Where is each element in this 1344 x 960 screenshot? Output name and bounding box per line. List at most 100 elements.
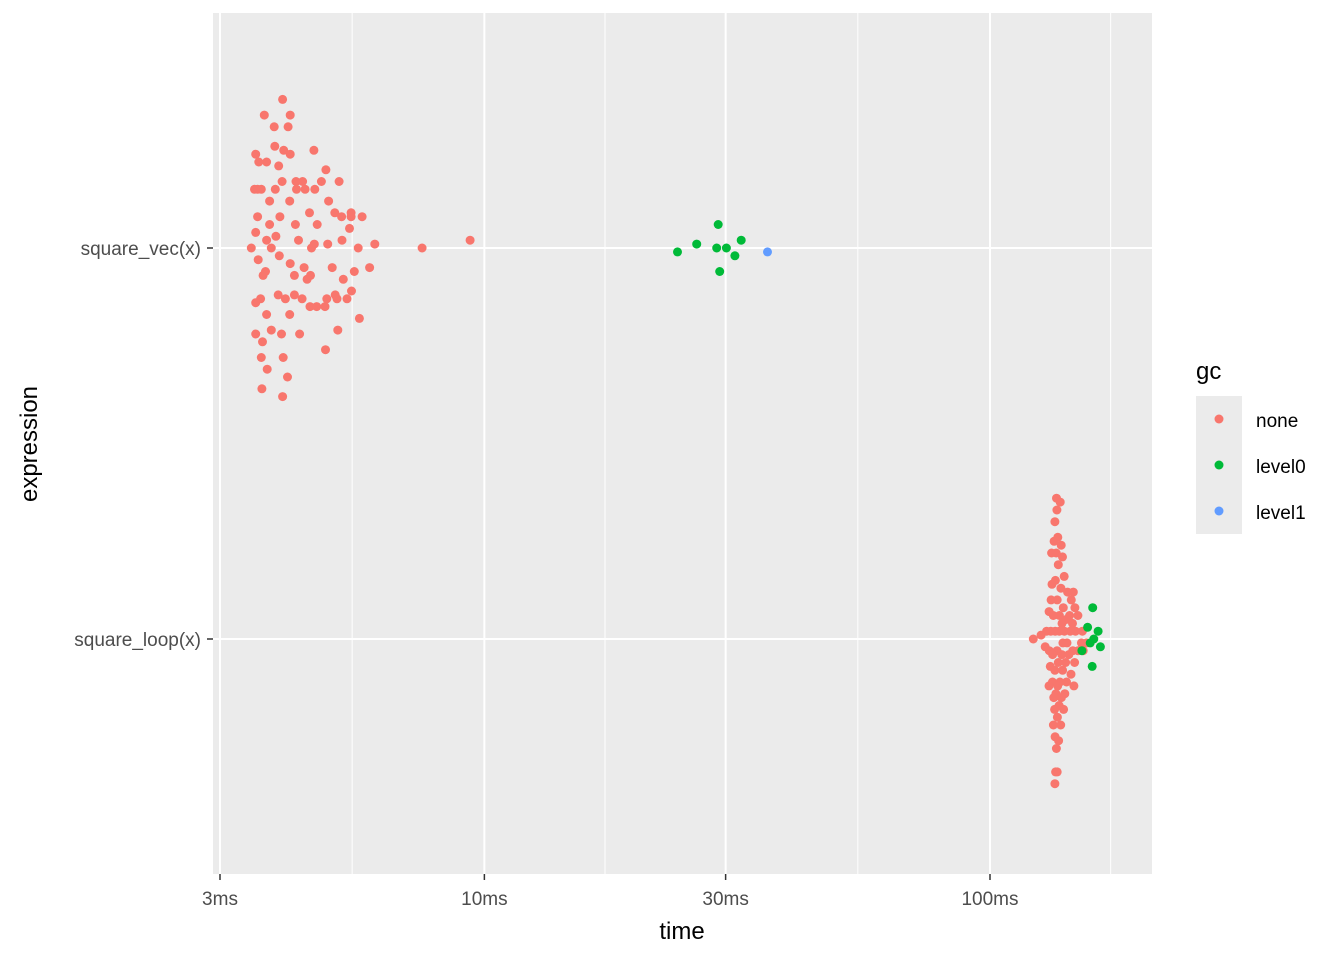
data-point-none [258, 337, 267, 347]
data-point-none [256, 294, 266, 304]
data-point-none [337, 212, 347, 222]
data-point-none [285, 310, 295, 319]
data-point-none [330, 208, 340, 218]
data-point-none [253, 255, 263, 265]
data-point-none [279, 145, 289, 155]
minor-gridlines [351, 13, 1112, 874]
data-point-none [278, 392, 288, 402]
data-point-none [342, 294, 352, 304]
data-point-none [250, 184, 259, 194]
data-points [246, 94, 1105, 789]
data-point-none [1050, 517, 1060, 527]
data-point-none [1073, 611, 1083, 620]
data-point-none [346, 212, 356, 222]
data-point-none [349, 267, 359, 276]
data-point-none [1052, 767, 1062, 777]
data-point-none [262, 235, 272, 245]
data-point-none [262, 364, 272, 374]
data-point-none [310, 184, 320, 194]
data-point-none [1069, 681, 1079, 691]
data-point-none [327, 263, 337, 273]
data-point-none [323, 239, 333, 249]
data-point-none [283, 372, 292, 382]
data-point-none [1068, 587, 1078, 597]
data-point-none [320, 302, 330, 312]
data-point-none [259, 110, 269, 120]
legend-key-level1 [1214, 506, 1224, 516]
data-point-none [1059, 704, 1069, 714]
data-point-level0 [730, 251, 740, 261]
data-point-none [292, 184, 301, 194]
data-point-none [337, 235, 347, 245]
legend-label: level0 [1256, 457, 1306, 478]
data-point-none [1050, 779, 1060, 789]
data-point-none [290, 220, 300, 229]
data-point-none [251, 329, 261, 339]
data-point-none [1071, 626, 1080, 636]
data-point-none [265, 220, 275, 229]
data-point-none [312, 220, 322, 229]
legend: gc none level0 level1 [1196, 358, 1306, 534]
data-point-none [312, 302, 322, 312]
data-point-level0 [1088, 603, 1098, 613]
data-point-none [270, 141, 280, 151]
data-point-none [1056, 540, 1066, 550]
data-point-none [289, 270, 299, 280]
data-point-none [1068, 618, 1077, 628]
data-point-none [347, 286, 356, 296]
data-point-none [338, 274, 348, 284]
data-point-none [302, 274, 312, 284]
data-point-none [322, 294, 332, 304]
data-point-level0 [736, 235, 746, 245]
y-tick-label: square_loop(x) [74, 630, 201, 651]
data-point-none [1049, 693, 1059, 703]
major-gridlines [213, 13, 1152, 874]
data-point-none [1048, 720, 1058, 730]
data-point-level0 [1083, 622, 1093, 632]
data-point-none [265, 196, 275, 206]
data-point-none [1062, 677, 1071, 687]
data-point-none [278, 353, 288, 362]
data-point-none [309, 145, 319, 155]
data-point-none [1050, 704, 1060, 714]
data-point-none [262, 310, 272, 319]
data-point-none [1056, 583, 1066, 593]
data-point-none [254, 157, 264, 167]
data-point-none [1052, 595, 1062, 605]
data-point-none [1047, 579, 1057, 589]
data-point-none [271, 231, 281, 241]
data-point-none [295, 329, 305, 339]
legend-key-level0 [1214, 460, 1224, 470]
data-point-none [274, 251, 284, 261]
data-point-none [334, 177, 344, 186]
data-point-none [274, 161, 284, 171]
x-axis: 3ms 10ms 30ms 100ms [202, 874, 1019, 910]
data-point-none [316, 177, 326, 186]
data-point-none [321, 165, 331, 175]
data-point-none [332, 294, 342, 304]
x-tick-label: 30ms [702, 889, 748, 910]
x-tick-label: 100ms [961, 889, 1018, 910]
data-point-none [297, 294, 307, 304]
data-point-none [1052, 505, 1062, 515]
data-point-none [1053, 532, 1063, 542]
x-tick-label: 3ms [202, 889, 238, 910]
data-point-none [333, 325, 343, 335]
data-point-none [298, 177, 308, 186]
data-point-none [354, 313, 364, 323]
data-point-none [1058, 665, 1068, 675]
data-point-none [1058, 603, 1068, 613]
data-point-none [1056, 693, 1066, 703]
data-point-none [278, 94, 288, 104]
data-point-level0 [1089, 634, 1099, 644]
data-point-none [289, 290, 299, 300]
data-point-level1 [763, 247, 772, 257]
data-point-none [280, 294, 290, 304]
data-point-none [1057, 650, 1067, 660]
data-point-level0 [1095, 642, 1105, 652]
data-point-none [1053, 681, 1063, 691]
data-point-none [365, 263, 375, 273]
data-point-none [321, 345, 330, 355]
y-tick-label: square_vec(x) [81, 239, 201, 260]
